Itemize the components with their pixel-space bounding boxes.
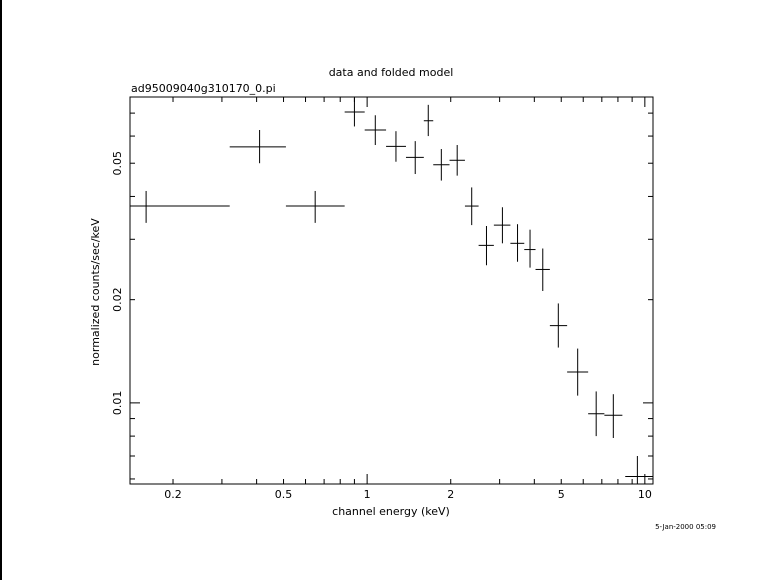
- data-point: [535, 248, 550, 291]
- data-point: [625, 455, 653, 484]
- data-point: [524, 229, 536, 268]
- data-point: [549, 303, 568, 348]
- x-axis-label: channel energy (keV): [332, 505, 450, 518]
- data-point: [423, 104, 434, 137]
- data-point: [344, 97, 365, 127]
- tick-labels: 0.2 0.5 1 2 5 10 0.01 0.02 0.05: [111, 151, 652, 501]
- data-points: [130, 97, 653, 484]
- data-point: [285, 190, 345, 223]
- x-tick-label: 0.2: [164, 488, 182, 501]
- data-point: [405, 141, 424, 175]
- x-tick-label: 0.5: [275, 488, 293, 501]
- data-point: [567, 348, 589, 396]
- data-point: [493, 207, 511, 244]
- window-left-border: [0, 0, 2, 580]
- x-tick-label: 10: [638, 488, 652, 501]
- data-point: [588, 391, 605, 437]
- axes-frame: [129, 96, 654, 485]
- x-tick-label: 5: [558, 488, 565, 501]
- timestamp: 5-Jan-2000 05:09: [655, 523, 716, 531]
- data-point: [364, 115, 387, 146]
- data-point: [229, 129, 286, 164]
- chart-title: data and folded model: [329, 66, 454, 79]
- axis-ticks: [130, 97, 653, 484]
- data-point: [464, 187, 479, 226]
- y-tick-label: 0.01: [111, 391, 124, 416]
- data-point: [386, 131, 406, 162]
- data-point: [604, 394, 623, 438]
- data-point: [510, 224, 525, 262]
- x-tick-label: 1: [364, 488, 371, 501]
- data-point: [130, 190, 230, 223]
- y-axis-label: normalized counts/sec/keV: [89, 218, 102, 366]
- chart-subtitle: ad95009040g310170_0.pi: [131, 82, 276, 95]
- plot-frame: [129, 96, 654, 485]
- x-tick-label: 2: [447, 488, 454, 501]
- data-point: [478, 225, 494, 266]
- y-tick-label: 0.02: [111, 287, 124, 312]
- y-tick-label: 0.05: [111, 151, 124, 176]
- data-point: [449, 145, 465, 176]
- data-point: [433, 149, 450, 181]
